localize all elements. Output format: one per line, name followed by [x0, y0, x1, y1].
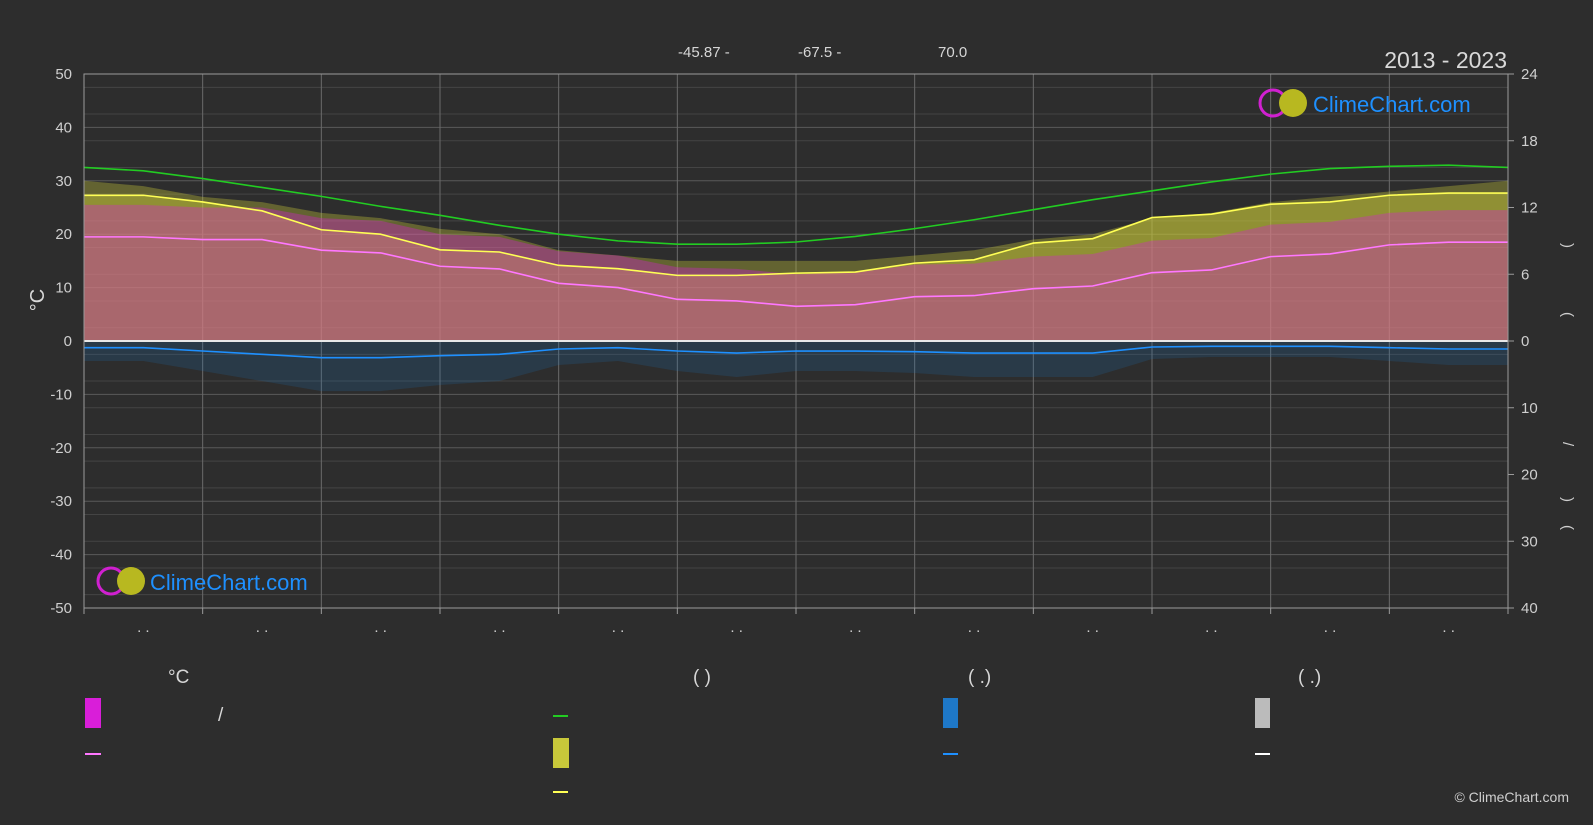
left-tick-label: -10 [50, 386, 72, 403]
right-tick-label-precip: 10 [1521, 400, 1538, 417]
daylight-line [83, 164, 1509, 246]
x-tick-label: . . [1442, 619, 1455, 636]
year-range: 2013 - 2023 [1384, 47, 1507, 73]
x-axis-ticks: . . . . . . . . . . . . . . . . . . . . . . . . [83, 608, 1509, 636]
left-tick-label: 40 [55, 119, 72, 136]
x-tick-label: . . [968, 619, 981, 636]
logo-text-top: ClimeChart.com [1313, 92, 1471, 117]
x-tick-label: . . [612, 619, 625, 636]
left-tick-label: -50 [50, 600, 72, 617]
x-tick-label: . . [1086, 619, 1099, 636]
right-axis-label-top-2: ( [1559, 312, 1576, 317]
coord-elevation: 70.0 [938, 44, 967, 61]
right-tick-label-hours: 18 [1521, 133, 1538, 150]
legend-col3-header: ( .) [968, 667, 991, 688]
legend-col1-line1: / [218, 705, 224, 726]
left-tick-label: 0 [64, 333, 72, 350]
right-tick-label-hours: 0 [1521, 333, 1529, 350]
rain-band [84, 341, 1508, 392]
logo-text-bottom: ClimeChart.com [150, 570, 308, 595]
logo-sun-icon [1279, 89, 1307, 117]
right-tick-label-precip: 20 [1521, 467, 1538, 484]
logo-sun-icon [117, 567, 145, 595]
right-tick-label-hours: 24 [1521, 66, 1538, 83]
x-tick-label: . . [256, 619, 269, 636]
left-tick-label: -40 [50, 547, 72, 564]
left-axis-ticks: 50 40 30 20 10 0 -10 -20 -30 -40 -50 [50, 66, 72, 617]
right-axis-label-bottom-2: ) [1559, 497, 1576, 502]
legend-col4-header: ( .) [1298, 667, 1321, 688]
left-tick-label: 50 [55, 66, 72, 83]
coord-longitude: -67.5 - [798, 44, 841, 61]
right-tick-label-hours: 12 [1521, 200, 1538, 217]
left-tick-label: 30 [55, 173, 72, 190]
legend-col1-header: °C [168, 667, 189, 688]
legend-snow-band-swatch [1255, 698, 1270, 728]
sunshine-band [84, 193, 1508, 341]
legend-rain-band-swatch [943, 698, 958, 728]
x-tick-label: . . [849, 619, 862, 636]
x-tick-label: . . [137, 619, 150, 636]
legend-temp-band-swatch [85, 698, 101, 728]
legend: °C / ( ) ( .) ( .) [85, 667, 1321, 793]
left-tick-label: -30 [50, 493, 72, 510]
x-tick-label: . . [493, 619, 506, 636]
mean-temperature-line [84, 236, 1508, 308]
left-tick-label: -20 [50, 440, 72, 457]
sunshine-line [84, 192, 1508, 277]
left-tick-label: 20 [55, 226, 72, 243]
x-tick-label: . . [1205, 619, 1218, 636]
left-axis-label: °C [27, 289, 49, 311]
mean-rain-line [84, 345, 1508, 359]
right-tick-label-precip: 40 [1521, 600, 1538, 617]
max-temperature-band [84, 180, 1508, 341]
right-axis-ticks: 24 18 12 6 0 10 20 30 40 [1508, 66, 1538, 617]
right-axis-label-top-1: ) [1559, 243, 1576, 248]
right-axis-label-bottom-1: / [1559, 442, 1576, 447]
x-tick-label: . . [374, 619, 387, 636]
logo-top: ClimeChart.com [1258, 88, 1471, 118]
series-lines [83, 164, 1509, 359]
x-tick-label: . . [1324, 619, 1337, 636]
right-axis-label-bottom-3: ( [1559, 525, 1576, 530]
coord-latitude: -45.87 - [678, 44, 730, 61]
legend-sunshine-band-swatch [553, 738, 569, 768]
right-tick-label-precip: 30 [1521, 533, 1538, 550]
temperature-band [84, 204, 1508, 341]
right-tick-label-hours: 6 [1521, 266, 1529, 283]
copyright: © ClimeChart.com [1454, 789, 1569, 805]
data-bands [84, 180, 1508, 392]
left-tick-label: 10 [55, 280, 72, 297]
x-tick-label: . . [730, 619, 743, 636]
legend-col2-header: ( ) [693, 667, 711, 688]
logo-bottom: ClimeChart.com [96, 566, 308, 596]
